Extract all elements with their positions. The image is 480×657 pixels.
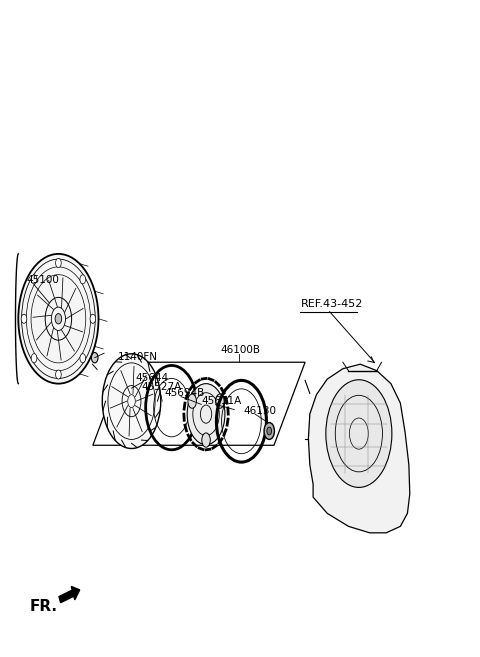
Ellipse shape [56,370,61,379]
Ellipse shape [264,422,275,440]
Text: 45694B: 45694B [165,388,205,398]
Text: 46100B: 46100B [220,345,260,355]
Ellipse shape [188,394,196,408]
Ellipse shape [80,275,85,284]
Text: 46130: 46130 [244,406,277,416]
FancyArrow shape [59,587,80,602]
Ellipse shape [202,433,210,447]
Text: 45611A: 45611A [201,396,241,406]
Ellipse shape [187,384,225,445]
Ellipse shape [91,353,98,363]
Text: 45100: 45100 [27,275,60,286]
Text: FR.: FR. [30,599,58,614]
Text: 45644: 45644 [135,373,168,383]
Text: REF.43-452: REF.43-452 [301,299,364,309]
Ellipse shape [216,394,224,408]
Ellipse shape [267,427,272,435]
Text: 1140FN: 1140FN [118,352,157,362]
Ellipse shape [21,314,27,323]
Ellipse shape [31,353,37,363]
Ellipse shape [55,313,62,324]
Polygon shape [308,364,410,533]
Ellipse shape [18,254,98,384]
Ellipse shape [90,314,96,323]
Ellipse shape [102,354,161,449]
Ellipse shape [56,258,61,267]
Text: 45527A: 45527A [141,382,181,392]
Ellipse shape [80,353,85,363]
Ellipse shape [31,275,37,284]
Ellipse shape [326,380,392,487]
